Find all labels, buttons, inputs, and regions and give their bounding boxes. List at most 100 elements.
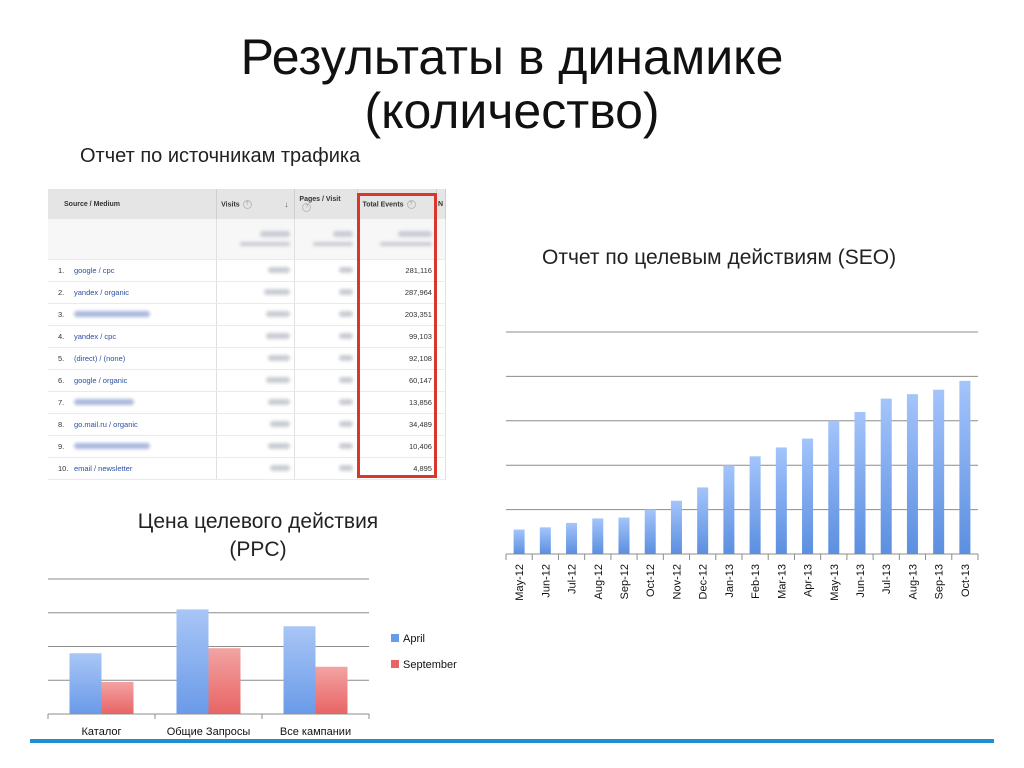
pages-per-visit-cell [294, 347, 359, 370]
column-header-visits[interactable]: Visits? ↓ [216, 189, 296, 219]
legend-swatch-april [391, 634, 399, 642]
bar-Dec-12 [697, 487, 709, 554]
source-medium-cell[interactable]: 4. yandex / cpc [48, 325, 218, 348]
total-events-highlight [357, 193, 437, 478]
row-number: 8. [58, 420, 65, 429]
redacted-source [74, 443, 150, 449]
bar-september-0 [101, 681, 134, 714]
seo-report-caption: Отчет по целевым действиям (SEO) [542, 246, 897, 269]
bar-May-12 [513, 529, 525, 554]
source-medium-link[interactable]: email / newsletter [74, 464, 133, 473]
bar-Aug-13 [906, 394, 918, 554]
help-icon: ? [242, 199, 252, 209]
x-tick-label: Oct-12 [645, 564, 657, 597]
row-number: 7. [58, 398, 65, 407]
traffic-sources-table: Source / Medium Visits? ↓ Pages / Visit?… [48, 189, 446, 481]
x-tick-label: May-13 [829, 564, 841, 601]
column-header-pages-per-visit[interactable]: Pages / Visit? [294, 189, 359, 219]
x-tick-label: Jul-13 [881, 564, 893, 594]
visits-cell [216, 369, 296, 392]
x-tick-label: Oct-13 [960, 564, 972, 597]
visits-cell [216, 281, 296, 304]
x-tick-label: Feb-13 [750, 564, 762, 599]
visits-cell [216, 347, 296, 370]
source-medium-cell[interactable]: 7. [48, 391, 218, 414]
help-icon: ? [406, 199, 416, 209]
legend-label-april: April [403, 633, 425, 645]
pages-per-visit-cell [294, 303, 359, 326]
bar-april-2 [283, 626, 316, 714]
source-medium-link[interactable]: go.mail.ru / organic [74, 420, 138, 429]
bar-september-2 [315, 666, 348, 714]
table-row: 6. google / organic 60,147 [48, 369, 446, 392]
source-medium-cell[interactable]: 8. go.mail.ru / organic [48, 413, 218, 436]
visits-cell [216, 259, 296, 282]
row-number: 2. [58, 288, 65, 297]
legend-swatch-september [391, 660, 399, 668]
source-medium-cell[interactable]: 2. yandex / organic [48, 281, 218, 304]
bar-Jul-13 [880, 398, 892, 554]
visits-cell [216, 413, 296, 436]
table-row: 2. yandex / organic 287,964 [48, 281, 446, 304]
row-number: 9. [58, 442, 65, 451]
bar-Jul-12 [566, 522, 578, 554]
source-medium-cell[interactable]: 3. [48, 303, 218, 326]
x-tick-label: Aug-13 [907, 564, 919, 599]
slide-title-line1: Результаты в динамике [240, 29, 784, 85]
x-tick-label: Sep-12 [619, 564, 631, 599]
pages-per-visit-cell [294, 391, 359, 414]
x-tick-label: Общие Запросы [167, 726, 251, 738]
source-medium-cell[interactable]: 5. (direct) / (none) [48, 347, 218, 370]
totals-row [48, 219, 446, 260]
source-medium-cell[interactable]: 6. google / organic [48, 369, 218, 392]
ppc-bar-chart: Каталог Общие Запросы Все кампании April Sep… [47, 578, 457, 738]
visits-cell [216, 391, 296, 414]
row-number: 1. [58, 266, 65, 275]
bar-Aug-12 [592, 518, 604, 554]
source-medium-cell[interactable]: 1. google / cpc [48, 259, 218, 282]
x-tick-label: Каталог [82, 726, 122, 738]
pages-per-visit-cell [294, 457, 359, 480]
bar-april-0 [69, 653, 102, 714]
x-tick-label: Dec-12 [698, 564, 710, 599]
legend-label-september: September [403, 659, 457, 671]
bar-september-1 [208, 648, 241, 714]
bar-april-1 [176, 609, 209, 714]
table-row: 7. 13,856 [48, 391, 446, 414]
redacted-source [74, 311, 150, 317]
source-medium-link[interactable]: yandex / cpc [74, 332, 117, 341]
source-medium-link[interactable]: google / organic [74, 376, 128, 385]
bar-Sep-13 [933, 389, 945, 554]
x-tick-label: Aug-12 [593, 564, 605, 599]
pages-per-visit-cell [294, 413, 359, 436]
pages-per-visit-cell [294, 325, 359, 348]
pages-per-visit-cell [294, 435, 359, 458]
footer-rule [30, 739, 994, 743]
table-row: 1. google / cpc 281,116 [48, 259, 446, 282]
traffic-report-caption: Отчет по источникам трафика [80, 145, 361, 167]
seo-bar-chart: May-12 Jun-12 Jul-12 Aug-12 Sep-12 Oct-12 Nov-… [505, 331, 979, 601]
source-medium-cell[interactable]: 10. email / newsletter [48, 457, 218, 480]
table-row: 8. go.mail.ru / organic 34,489 [48, 413, 446, 436]
ppc-caption-line1: Цена целевого действия [137, 510, 379, 533]
row-number: 6. [58, 376, 65, 385]
slide-title: Результаты в динамике (количество) [0, 30, 1024, 138]
table-row: 4. yandex / cpc 99,103 [48, 325, 446, 348]
pages-per-visit-cell [294, 281, 359, 304]
x-tick-label: Jan-13 [724, 564, 736, 598]
bar-Sep-12 [618, 517, 630, 554]
slide-title-line2: (количество) [364, 83, 660, 139]
ppc-caption-line2: (PPC) [229, 538, 287, 561]
help-icon: ? [302, 203, 312, 212]
x-tick-label: Apr-13 [803, 564, 815, 597]
bar-Feb-13 [749, 456, 761, 554]
source-medium-link[interactable]: yandex / organic [74, 288, 130, 297]
x-tick-label: Sep-13 [934, 564, 946, 599]
visits-cell [216, 325, 296, 348]
source-medium-link[interactable]: (direct) / (none) [74, 354, 126, 363]
source-medium-cell[interactable]: 9. [48, 435, 218, 458]
sort-down-arrow-icon: ↓ [284, 200, 289, 209]
x-tick-label: Все кампании [280, 726, 351, 738]
source-medium-link[interactable]: google / cpc [74, 266, 115, 275]
column-header-source[interactable]: Source / Medium [48, 189, 218, 219]
